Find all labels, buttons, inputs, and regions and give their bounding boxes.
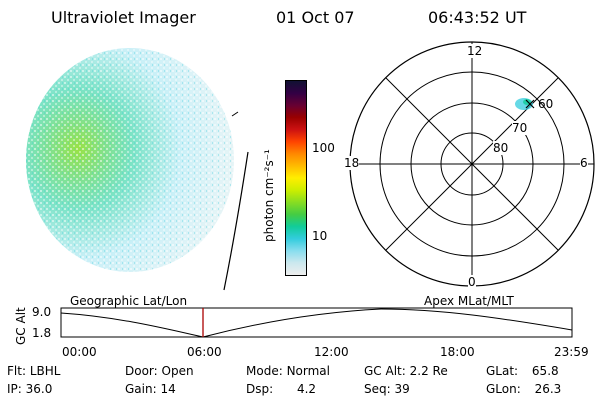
info-mode-key: Mode:	[246, 364, 283, 378]
mlat-label-60: 60	[538, 97, 554, 111]
info-gcalt-value: 2.2 Re	[409, 364, 448, 378]
info-flt-value: LBHL	[29, 364, 61, 378]
info-door: Door: Open	[125, 364, 194, 378]
info-glat-key: GLat:	[486, 364, 519, 378]
mlt-label-12: 12	[466, 44, 484, 58]
mlat-label-80: 80	[493, 141, 509, 155]
colorbar-tick-100: 100	[312, 141, 335, 155]
date-label: 01 Oct 07	[276, 8, 355, 27]
info-gain: Gain: 14	[125, 382, 176, 396]
info-dsp: Dsp: 4.2	[246, 382, 316, 396]
xtick-1800: 18:00	[440, 345, 475, 359]
timeline-ymin: 1.8	[32, 326, 52, 340]
info-glon-value: 26.3	[534, 382, 562, 396]
info-mode-value: Normal	[286, 364, 330, 378]
info-glon: GLon: 26.3	[486, 382, 561, 396]
info-ip: IP: 36.0	[7, 382, 52, 396]
colorbar-unit-label: photon cm⁻²s⁻¹	[262, 149, 276, 242]
info-ip-value: 36.0	[25, 382, 53, 396]
info-gcalt: GC Alt: 2.2 Re	[364, 364, 448, 378]
mlt-label-0: 0	[468, 275, 476, 289]
info-ip-key: IP:	[7, 382, 22, 396]
colorbar-tick-10: 10	[312, 229, 328, 243]
info-gain-key: Gain:	[125, 382, 157, 396]
mlat-label-70: 70	[512, 121, 528, 135]
info-glon-key: GLon:	[486, 382, 521, 396]
info-glat-value: 65.8	[531, 364, 559, 378]
xtick-1200: 12:00	[314, 345, 349, 359]
altitude-timeline	[60, 307, 573, 338]
info-dsp-value: 4.2	[296, 382, 317, 396]
mlt-label-18: 18	[344, 156, 360, 170]
xtick-0000: 00:00	[62, 345, 97, 359]
xtick-2359: 23:59	[554, 345, 589, 359]
timeline-ylabel: GC Alt	[14, 307, 28, 345]
info-flt: Flt: LBHL	[7, 364, 60, 378]
info-seq: Seq: 39	[364, 382, 410, 396]
mlt-label-6: 6	[580, 156, 588, 170]
info-seq-key: Seq:	[364, 382, 391, 396]
timeline-ymax: 9.0	[32, 305, 52, 319]
info-seq-value: 39	[394, 382, 410, 396]
info-mode: Mode: Normal	[246, 364, 330, 378]
info-gcalt-key: GC Alt:	[364, 364, 406, 378]
apex-title: Apex MLat/MLT	[424, 294, 514, 308]
info-flt-key: Flt:	[7, 364, 26, 378]
time-label: 06:43:52 UT	[428, 8, 527, 27]
xtick-0600: 06:00	[187, 345, 222, 359]
info-door-key: Door:	[125, 364, 158, 378]
auroral-image	[26, 48, 249, 291]
info-glat: GLat: 65.8	[486, 364, 559, 378]
instrument-title: Ultraviolet Imager	[51, 8, 196, 27]
polar-mlat-mlt-plot	[349, 41, 595, 287]
info-gain-value: 14	[160, 382, 176, 396]
colorbar	[285, 80, 307, 276]
info-dsp-key: Dsp:	[246, 382, 274, 396]
geographic-title: Geographic Lat/Lon	[70, 294, 188, 308]
info-door-value: Open	[161, 364, 194, 378]
